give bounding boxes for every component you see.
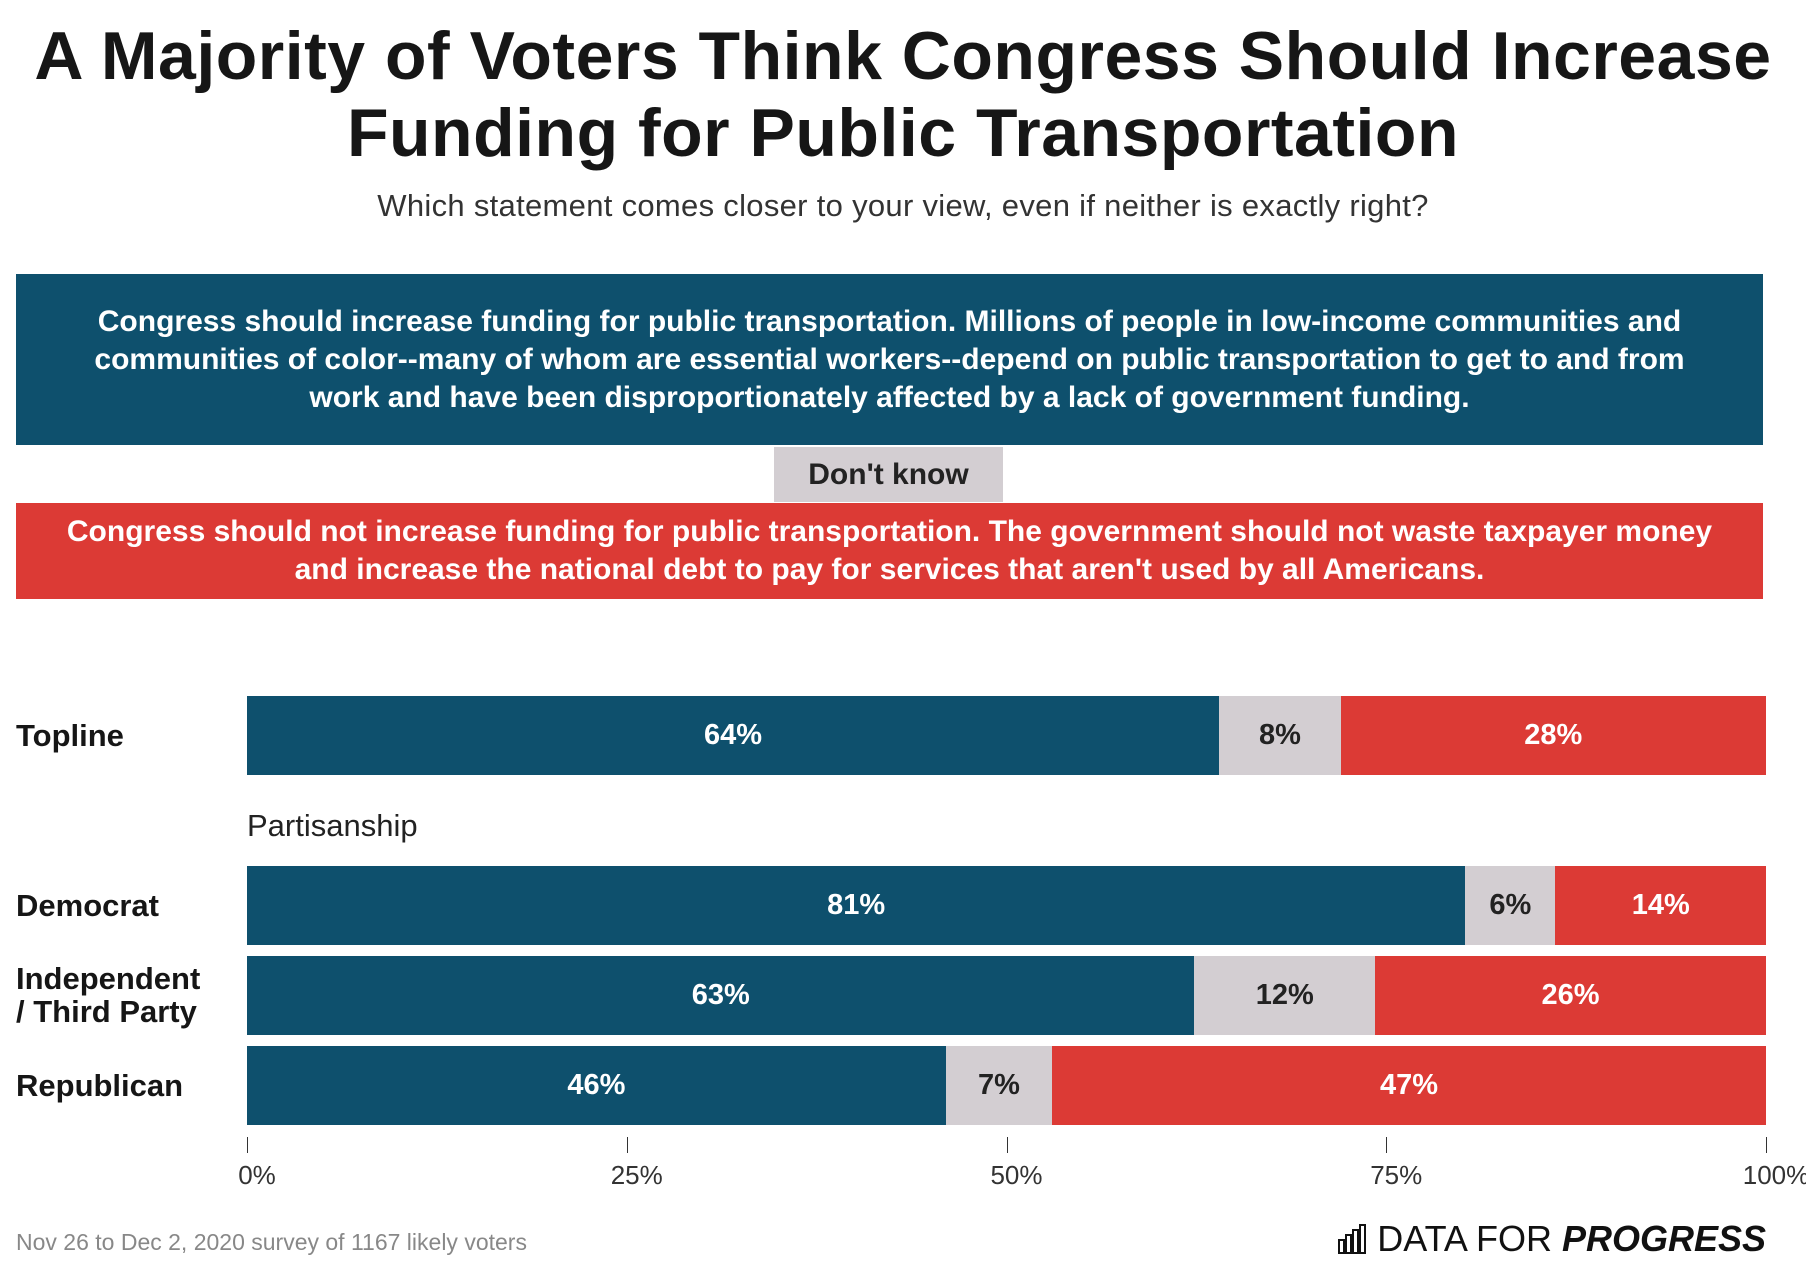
bar-segment-oppose: 28% xyxy=(1340,696,1766,775)
x-tick xyxy=(1006,1137,1008,1153)
x-tick-label: 75% xyxy=(1370,1160,1423,1190)
data-label: 28% xyxy=(1524,719,1583,751)
data-label: 81% xyxy=(827,889,886,921)
data-label: 7% xyxy=(977,1069,1020,1101)
bar-segment-dont-know: 7% xyxy=(945,1046,1053,1125)
bar-segment-oppose: 14% xyxy=(1555,866,1766,945)
data-label: 12% xyxy=(1255,979,1314,1011)
bar-segment-support: 63% xyxy=(247,956,1195,1035)
data-label: 46% xyxy=(567,1069,626,1101)
bar-segment-support: 81% xyxy=(247,866,1466,945)
bar-segment-oppose: 47% xyxy=(1052,1046,1766,1125)
row-label: Independent / Third Party xyxy=(16,961,201,1029)
data-label: 47% xyxy=(1380,1069,1439,1101)
bar-segment-oppose: 26% xyxy=(1374,956,1766,1035)
bar-segment-support: 46% xyxy=(247,1046,946,1125)
bar-segment-support: 64% xyxy=(247,696,1220,775)
legend-support: Congress should increase funding for pub… xyxy=(16,274,1763,445)
legend-dont-know: Don't know xyxy=(774,447,1003,502)
bar-chart-logo-icon xyxy=(1338,1224,1367,1254)
legend-oppose: Congress should not increase funding for… xyxy=(16,503,1763,599)
x-tick xyxy=(1386,1137,1388,1153)
bar-segment-dont-know: 6% xyxy=(1465,866,1556,945)
row-label: Topline xyxy=(16,718,124,753)
source-note: Nov 26 to Dec 2, 2020 survey of 1167 lik… xyxy=(16,1229,527,1255)
bar-segment-dont-know: 12% xyxy=(1194,956,1375,1035)
x-tick-label: 100% xyxy=(1742,1160,1806,1190)
data-label: 14% xyxy=(1631,889,1690,921)
x-tick xyxy=(247,1137,248,1153)
row-label: Democrat xyxy=(16,888,159,923)
chart-subtitle: Which statement comes closer to your vie… xyxy=(377,188,1429,223)
x-tick-label: 0% xyxy=(238,1160,276,1190)
x-tick-label: 50% xyxy=(990,1160,1043,1190)
bar-segment-dont-know: 8% xyxy=(1219,696,1341,775)
logo-text-light: DATA FOR xyxy=(1377,1218,1552,1259)
group-label-partisanship: Partisanship xyxy=(247,808,418,843)
x-tick xyxy=(626,1137,628,1153)
data-for-progress-logo: DATA FOR PROGRESS xyxy=(1337,1218,1766,1260)
x-tick-label: 25% xyxy=(610,1160,663,1190)
data-label: 26% xyxy=(1541,979,1600,1011)
row-label: Republican xyxy=(16,1068,184,1103)
chart-title: A Majority of Voters Think Congress Shou… xyxy=(34,18,1772,171)
data-label: 6% xyxy=(1489,889,1532,921)
logo-text-bold: PROGRESS xyxy=(1561,1218,1766,1259)
data-label: 63% xyxy=(691,979,750,1011)
data-label: 8% xyxy=(1258,719,1301,751)
x-tick xyxy=(1766,1137,1767,1153)
data-label: 64% xyxy=(704,719,763,751)
